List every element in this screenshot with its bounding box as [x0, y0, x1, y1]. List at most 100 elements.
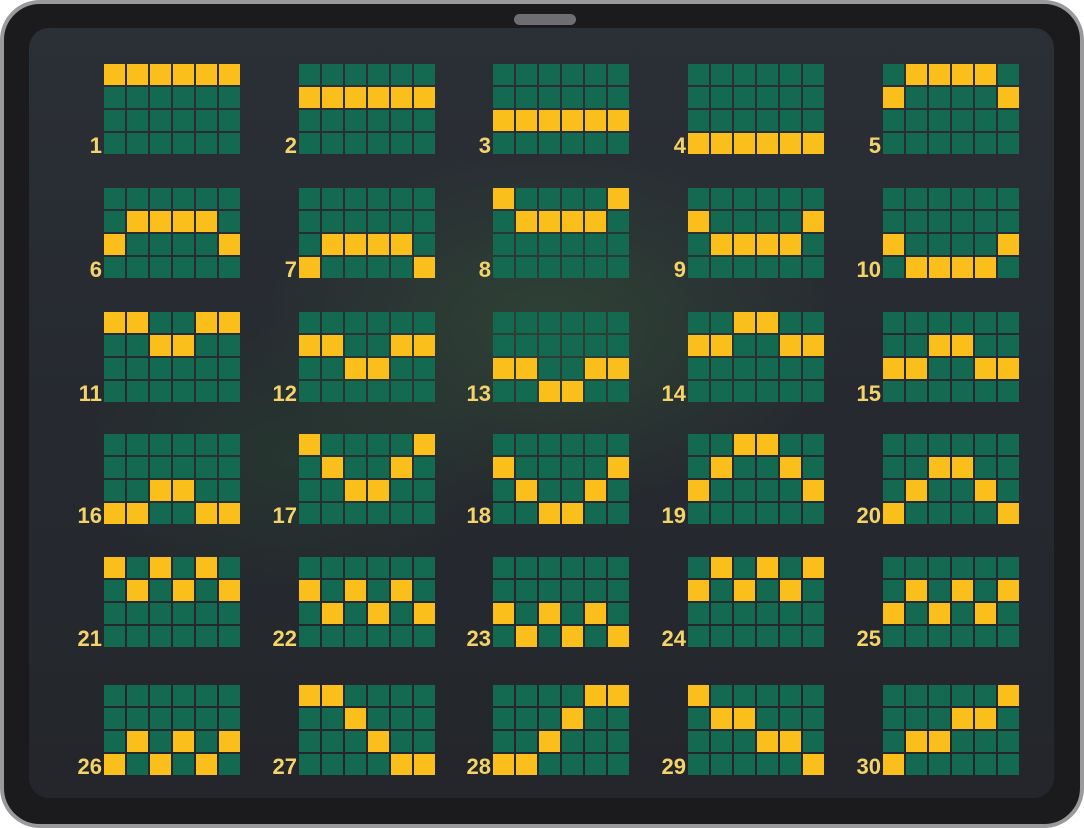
- payline-cell: [780, 358, 801, 379]
- payline-cell: [734, 257, 755, 278]
- payline-cell: [562, 188, 583, 209]
- payline-cell: [929, 87, 950, 108]
- payline-cell-active: [219, 731, 240, 752]
- payline-cell: [516, 580, 537, 601]
- payline-cell: [803, 457, 824, 478]
- payline-cell: [391, 708, 412, 729]
- payline-cell: [734, 64, 755, 85]
- payline-number: 4: [673, 133, 686, 158]
- payline-cell: [711, 685, 732, 706]
- payline-cell: [585, 580, 606, 601]
- paylines-screen: 1 2 3 4 5 6 7 8 9 10 11 12 13 14 15 16 17 18 19 20 21 22 23 24 2…: [29, 28, 1054, 798]
- payline-cell: [562, 557, 583, 578]
- payline-cell: [562, 257, 583, 278]
- payline-number: 9: [673, 257, 686, 282]
- payline-cell: [368, 211, 389, 232]
- payline-cell: [562, 87, 583, 108]
- payline-17: 17: [271, 434, 436, 529]
- payline-cell: [688, 708, 709, 729]
- payline-cell: [173, 626, 194, 647]
- payline-cell-active: [998, 503, 1019, 524]
- payline-cell: [322, 188, 343, 209]
- payline-cell-active: [585, 358, 606, 379]
- payline-cell: [562, 234, 583, 255]
- payline-cell-active: [906, 358, 927, 379]
- payline-cell: [391, 731, 412, 752]
- payline-cell: [299, 557, 320, 578]
- payline-cell: [391, 603, 412, 624]
- payline-cell-active: [104, 754, 125, 775]
- payline-20: 20: [855, 434, 1020, 529]
- payline-16: 16: [76, 434, 241, 529]
- payline-cell-active: [173, 580, 194, 601]
- payline-cell: [734, 457, 755, 478]
- payline-cell: [539, 754, 560, 775]
- payline-cell: [608, 234, 629, 255]
- payline-cell: [711, 434, 732, 455]
- payline-cell: [299, 480, 320, 501]
- payline-cell: [757, 480, 778, 501]
- payline-cell: [150, 434, 171, 455]
- payline-cell: [219, 480, 240, 501]
- payline-cell: [883, 312, 904, 333]
- payline-cell: [345, 381, 366, 402]
- payline-cell: [414, 626, 435, 647]
- payline-cell: [585, 234, 606, 255]
- payline-cell: [127, 685, 148, 706]
- payline-cell: [998, 381, 1019, 402]
- payline-cell: [196, 87, 217, 108]
- payline-cell: [414, 234, 435, 255]
- payline-cell-active: [757, 312, 778, 333]
- payline-cell-active: [127, 312, 148, 333]
- payline-cell-active: [539, 731, 560, 752]
- payline-cell: [780, 257, 801, 278]
- payline-cell: [516, 457, 537, 478]
- payline-number: 16: [77, 503, 102, 528]
- payline-cell-active: [608, 626, 629, 647]
- payline-cell: [368, 503, 389, 524]
- payline-19: 19: [660, 434, 825, 529]
- payline-cell-active: [322, 685, 343, 706]
- payline-cell-active: [368, 603, 389, 624]
- payline-cell-active: [219, 503, 240, 524]
- payline-cell-active: [493, 754, 514, 775]
- payline-number: 25: [856, 626, 881, 651]
- payline-cell: [414, 557, 435, 578]
- payline-cell-active: [414, 754, 435, 775]
- payline-grid: [104, 434, 241, 525]
- payline-cell: [906, 211, 927, 232]
- payline-cell: [493, 381, 514, 402]
- payline-cell-active: [711, 708, 732, 729]
- payline-cell: [883, 457, 904, 478]
- payline-cell: [173, 133, 194, 154]
- payline-cell-active: [757, 557, 778, 578]
- payline-cell: [196, 731, 217, 752]
- payline-cell: [104, 87, 125, 108]
- payline-cell: [562, 480, 583, 501]
- payline-cell-active: [952, 257, 973, 278]
- payline-cell-active: [493, 603, 514, 624]
- payline-cell-active: [127, 731, 148, 752]
- payline-cell: [711, 87, 732, 108]
- payline-cell-active: [345, 87, 366, 108]
- payline-cell: [368, 133, 389, 154]
- payline-cell: [196, 381, 217, 402]
- payline-cell: [150, 685, 171, 706]
- payline-number: 27: [272, 754, 297, 779]
- payline-cell-active: [539, 211, 560, 232]
- payline-cell: [998, 457, 1019, 478]
- payline-grid: [883, 434, 1020, 525]
- payline-cell-active: [493, 110, 514, 131]
- payline-grid: [688, 64, 825, 155]
- payline-cell-active: [952, 580, 973, 601]
- payline-cell: [104, 110, 125, 131]
- payline-cell: [150, 503, 171, 524]
- payline-cell: [883, 685, 904, 706]
- payline-cell: [345, 335, 366, 356]
- payline-cell: [975, 503, 996, 524]
- payline-cell: [585, 708, 606, 729]
- payline-cell-active: [345, 580, 366, 601]
- payline-cell-active: [299, 335, 320, 356]
- payline-cell: [391, 358, 412, 379]
- payline-cell: [150, 457, 171, 478]
